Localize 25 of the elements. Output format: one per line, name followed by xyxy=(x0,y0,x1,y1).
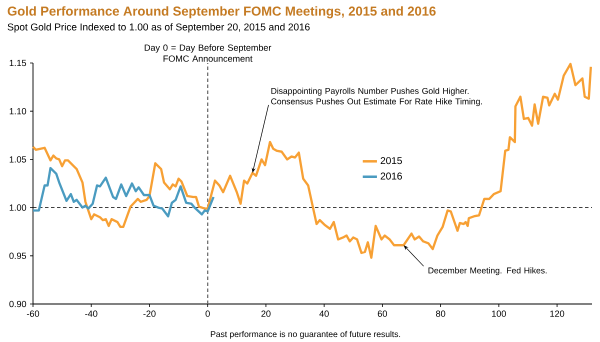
y-tick-label: 0.95 xyxy=(9,252,26,259)
annotation: Disappointing Payrolls Number Pushes Gold Higher. Consensus Pushes Out Estimate For Rate Hike Timing. xyxy=(271,88,482,106)
y-tick-label: 0.90 xyxy=(9,300,26,308)
legend-label: 2015 xyxy=(380,157,402,164)
legend-label: 2016 xyxy=(380,172,402,180)
chart-subtitle: Spot Gold Price Indexed to 1.00 as of September 20, 2015 and 2016 xyxy=(8,23,310,32)
ref-line-label: Day 0 = Day Before September FOMC Announcement xyxy=(144,44,272,62)
x-tick-label: 60 xyxy=(378,310,388,317)
chart-title: Gold Performance Around September FOMC Meetings, 2015 and 2016 xyxy=(8,6,436,18)
x-tick-label: 120 xyxy=(550,310,564,317)
x-tick-label: 40 xyxy=(319,310,329,317)
line-series xyxy=(32,166,215,218)
x-tick-label: 0 xyxy=(206,310,210,317)
x-tick-label: -20 xyxy=(143,310,156,317)
x-tick-label: -40 xyxy=(85,310,98,317)
x-tick-label: 20 xyxy=(261,310,271,317)
y-tick-label: 1.05 xyxy=(10,156,26,163)
y-tick-label: 1.10 xyxy=(10,108,26,114)
y-tick-label: 1.00 xyxy=(10,204,26,211)
x-tick-label: 80 xyxy=(436,310,446,317)
x-tick-label: 100 xyxy=(492,310,506,317)
annotation: December Meeting. Fed Hikes. xyxy=(428,267,547,276)
x-tick-label: -60 xyxy=(26,310,40,317)
y-tick-label: 1.15 xyxy=(10,60,26,66)
text: Past performance is no guarantee of future results. xyxy=(210,330,400,339)
